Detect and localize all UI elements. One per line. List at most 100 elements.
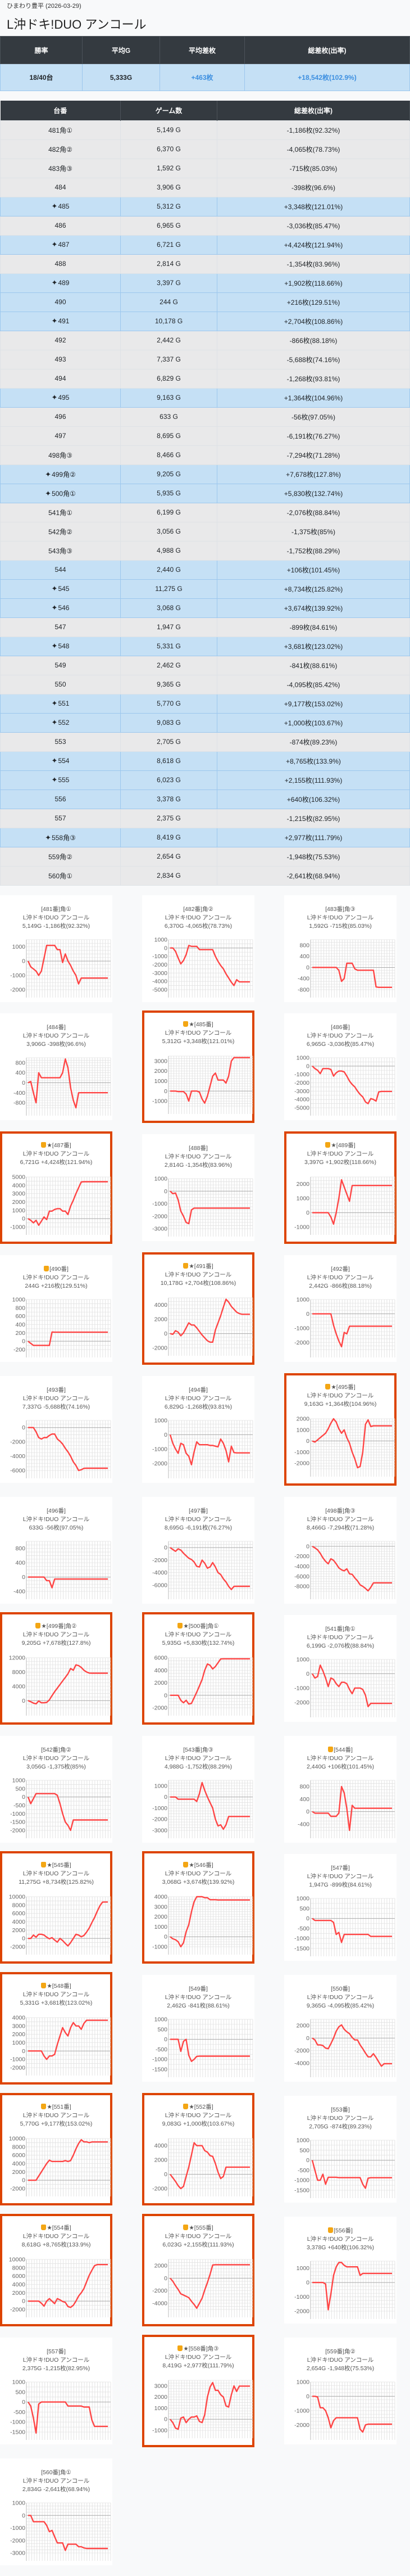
table-row[interactable]: ✦554 8,618 G +8,765枚(133.9%)	[0, 751, 410, 771]
card-machine-number: [549番]	[189, 1985, 208, 1992]
games-cell: 2,814 G	[120, 254, 217, 274]
series-line	[170, 2381, 250, 2430]
chart-card-title: [547番] L沖ドキ!DUO アンコール 1,947G -899枚(84.61%)	[284, 1854, 397, 1889]
sparkle-icon: ✦	[51, 718, 58, 727]
table-row[interactable]: 559角② 2,654 G -1,948枚(75.53%)	[0, 846, 410, 867]
machine-number-cell: ✦552	[0, 712, 121, 733]
machine-number: 555	[58, 776, 70, 784]
chart-card-title: [553番] L沖ドキ!DUO アンコール 2,705G -874枚(89.23%)	[284, 2096, 397, 2131]
y-tick-label: 1000	[12, 1296, 26, 1303]
diff-cell: -1,354枚(83.96%)	[217, 254, 410, 274]
table-row[interactable]: 482角② 6,370 G -4,065枚(78.73%)	[0, 139, 410, 159]
col-header-games: ゲーム数	[120, 101, 217, 120]
y-tick-label: 1000	[297, 2379, 310, 2385]
card-stats: 2,705G -874枚(89.23%)	[309, 2123, 372, 2130]
table-row[interactable]: 547 1,947 G -899枚(84.61%)	[0, 617, 410, 637]
card-machine-name: L沖ドキ!DUO アンコール	[22, 2232, 90, 2240]
machine-number-cell: 481角①	[0, 120, 121, 140]
table-row[interactable]: 490 244 G +216枚(129.51%)	[0, 292, 410, 312]
table-row[interactable]: 492 2,442 G -866枚(88.18%)	[0, 330, 410, 350]
slump-chart: -800 -400 0 400 800	[298, 939, 395, 998]
table-row[interactable]: ✦551 5,770 G +9,177枚(153.02%)	[0, 693, 410, 714]
machine-number-cell: 547	[0, 617, 121, 637]
machine-number-cell: ✦489	[0, 273, 121, 293]
table-row[interactable]: ✦555 6,023 G +2,155枚(111.93%)	[0, 770, 410, 790]
card-machine-name: L沖ドキ!DUO アンコール	[165, 1754, 232, 1762]
card-machine-name: L沖ドキ!DUO アンコール	[165, 914, 232, 921]
card-machine-name: L沖ドキ!DUO アンコール	[22, 1150, 90, 1157]
chart-card-title: [494番] L沖ドキ!DUO アンコール 6,829G -1,268枚(93.81…	[142, 1376, 254, 1411]
games-cell: 6,965 G	[120, 215, 217, 236]
card-stats: 9,163G +1,364枚(104.96%)	[304, 1400, 377, 1407]
y-tick-label: -1000	[152, 1201, 167, 1207]
y-tick-label: 800	[15, 1059, 25, 1066]
card-stats: 2,814G -1,354枚(83.96%)	[164, 1161, 233, 1169]
series-line	[28, 1058, 108, 1108]
table-row[interactable]: 496 633 G -56枚(97.05%)	[0, 407, 410, 427]
table-row[interactable]: 484 3,906 G -398枚(96.6%)	[0, 177, 410, 197]
table-row[interactable]: 541角① 6,199 G -2,076枚(88.84%)	[0, 502, 410, 522]
y-tick-label: 4000	[154, 2142, 168, 2149]
table-row[interactable]: 553 2,705 G -874枚(89.23%)	[0, 732, 410, 752]
y-tick-label: -1500	[10, 2429, 25, 2435]
diff-cell: +1,000枚(103.67%)	[217, 712, 410, 733]
table-row[interactable]: ✦552 9,083 G +1,000枚(103.67%)	[0, 712, 410, 733]
table-row[interactable]: 550 9,365 G -4,095枚(85.42%)	[0, 674, 410, 694]
y-tick-label: 0	[22, 1215, 25, 1222]
machine-number: 499角②	[52, 470, 76, 479]
slump-chart: -800 -400 0 400 800	[13, 1057, 111, 1116]
table-row[interactable]: ✦545 11,275 G +8,734枚(125.82%)	[0, 579, 410, 599]
table-row[interactable]: ✦548 5,331 G +3,681枚(123.02%)	[0, 636, 410, 656]
table-row[interactable]: ✦495 9,163 G +1,364枚(104.96%)	[0, 387, 410, 408]
table-row[interactable]: 544 2,440 G +106枚(101.45%)	[0, 560, 410, 580]
games-cell: 1,592 G	[120, 158, 217, 178]
chart-card: [557番] L沖ドキ!DUO アンコール 2,375G -1,215枚(82.95…	[0, 2337, 112, 2444]
card-machine-number: [559番]角②	[325, 2348, 356, 2355]
table-row[interactable]: 494 6,829 G -1,268枚(93.81%)	[0, 368, 410, 389]
table-row[interactable]: 542角② 3,056 G -1,375枚(85%)	[0, 521, 410, 542]
table-row[interactable]: ✦500角① 5,935 G +5,830枚(132.74%)	[0, 483, 410, 503]
y-tick-label: 0	[164, 2416, 167, 2422]
card-title-line: ★[558番]角③	[144, 2345, 252, 2353]
series-line	[170, 1658, 250, 1705]
table-row[interactable]: ✦558角③ 8,419 G +2,977枚(111.79%)	[0, 827, 410, 847]
table-row[interactable]: 557 2,375 G -1,215枚(82.95%)	[0, 808, 410, 828]
table-row[interactable]: 556 3,378 G +640枚(106.32%)	[0, 789, 410, 809]
card-machine-number: [557番]	[47, 2348, 66, 2355]
y-tick-label: -4000	[294, 2060, 309, 2067]
sparkle-icon: ✦	[51, 202, 58, 210]
table-row[interactable]: 481角① 5,149 G -1,186枚(92.32%)	[0, 120, 410, 140]
table-row[interactable]: 488 2,814 G -1,354枚(83.96%)	[0, 254, 410, 274]
chart-card: [543番]角③ L沖ドキ!DUO アンコール 4,988G -1,752枚(88.…	[142, 1735, 254, 1843]
table-row[interactable]: 483角③ 1,592 G -715枚(85.03%)	[0, 158, 410, 178]
machine-number: 483角③	[48, 164, 72, 173]
table-row[interactable]: ✦485 5,312 G +3,348枚(121.01%)	[0, 196, 410, 216]
table-row[interactable]: 486 6,965 G -3,036枚(85.47%)	[0, 215, 410, 236]
card-stats: 2,375G -1,215枚(82.95%)	[22, 2365, 90, 2372]
card-title-line: [486番]	[284, 1023, 397, 1032]
table-row[interactable]: ✦489 3,397 G +1,902枚(118.66%)	[0, 273, 410, 293]
y-tick-label: -1000	[152, 1446, 167, 1452]
chart-card: [482番]角② L沖ドキ!DUO アンコール 6,370G -4,065枚(78.…	[142, 895, 254, 1002]
diff-cell: +2,704枚(108.86%)	[217, 311, 410, 331]
y-tick-label: -2000	[10, 2306, 25, 2313]
sparkle-icon: ✦	[51, 240, 58, 249]
y-tick-label: -1000	[294, 2407, 309, 2414]
table-row[interactable]: 543角③ 4,988 G -1,752枚(88.29%)	[0, 540, 410, 561]
y-tick-label: -3000	[10, 2550, 25, 2556]
y-tick-label: -1000	[10, 2525, 25, 2532]
table-row[interactable]: 549 2,462 G -841枚(88.61%)	[0, 655, 410, 675]
table-row[interactable]: 560角① 2,834 G -2,641枚(68.94%)	[0, 865, 410, 886]
table-row[interactable]: ✦487 6,721 G +4,424枚(121.94%)	[0, 234, 410, 255]
table-row[interactable]: ✦491 10,178 G +2,704枚(108.86%)	[0, 311, 410, 331]
table-row[interactable]: 497 8,695 G -6,191枚(76.27%)	[0, 426, 410, 446]
table-row[interactable]: 498角③ 8,466 G -7,294枚(71.28%)	[0, 445, 410, 465]
table-row[interactable]: ✦546 3,068 G +3,674枚(139.92%)	[0, 598, 410, 618]
table-row[interactable]: 493 7,337 G -5,688枚(74.16%)	[0, 349, 410, 369]
series-line	[28, 2139, 108, 2181]
card-title-line: ★[546番]	[144, 1861, 252, 1870]
card-title-line: [553番]	[284, 2106, 397, 2114]
table-row[interactable]: ✦499角② 9,205 G +7,678枚(127.8%)	[0, 464, 410, 484]
